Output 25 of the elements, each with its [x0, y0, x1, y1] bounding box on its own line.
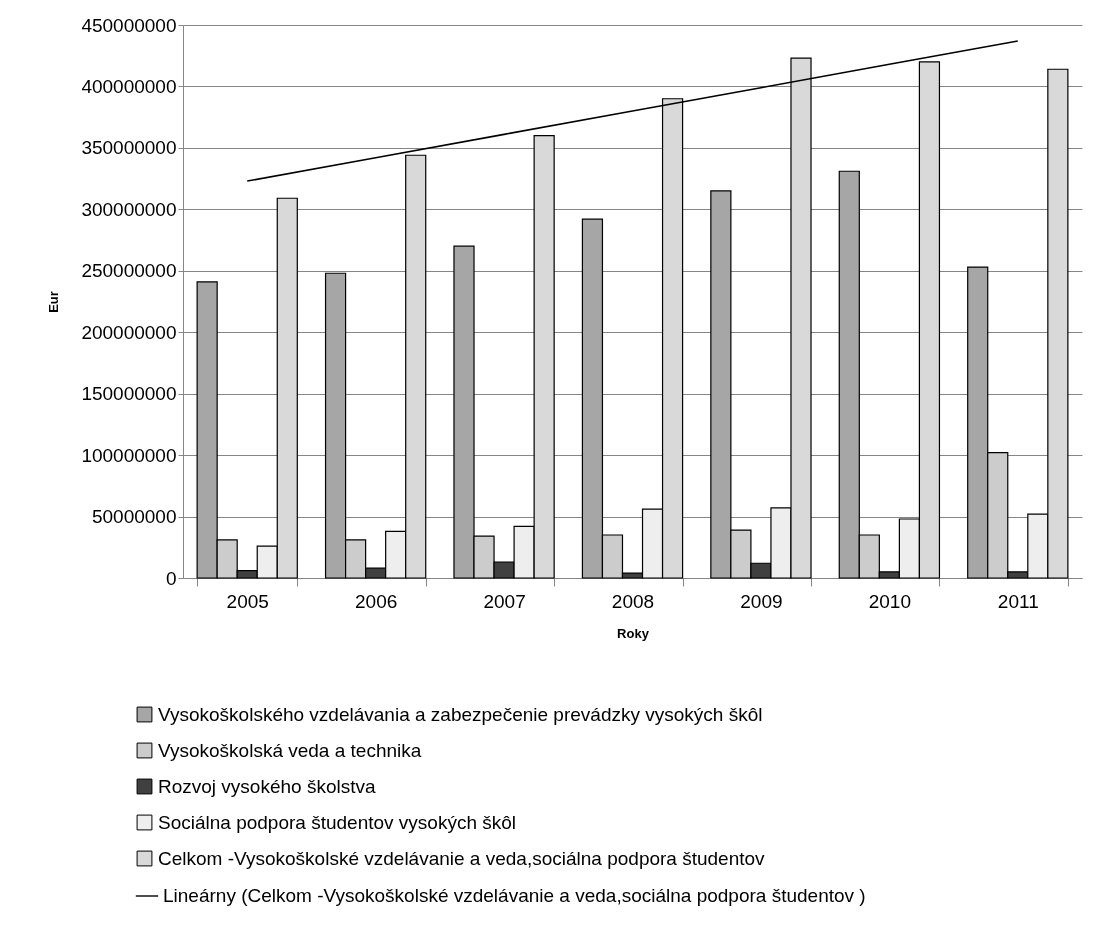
legend-label: Vysokoškolského vzdelávania a zabezpečenie prevádzky vysokých škôl	[158, 703, 763, 725]
x-tick-label: 2011	[997, 590, 1039, 612]
y-tick-label: 300000000	[81, 198, 177, 220]
y-tick-label: 400000000	[81, 75, 177, 97]
legend-label: Vysokoškolská veda a technika	[158, 739, 422, 761]
legend-label: Lineárny (Celkom -Vysokoškolské vzdelávanie a veda,sociálna podpora študentov )	[163, 885, 866, 906]
y-tick-label: 0	[165, 567, 177, 589]
y-tick-label: 450000000	[81, 14, 177, 36]
x-tick-label: 2008	[611, 590, 655, 612]
y-tick-label: 350000000	[81, 137, 177, 159]
legend-label: Rozvoj vysokého školstva	[158, 775, 376, 797]
y-tick-label: 150000000	[81, 383, 177, 405]
x-tick-label: 2006	[355, 590, 398, 612]
y-tick-label: 100000000	[81, 444, 177, 466]
y-tick-label: 50000000	[91, 506, 177, 528]
y-tick-label: 250000000	[81, 260, 177, 282]
y-axis-title: Eur	[46, 291, 62, 313]
legend-label: Celkom -Vysokoškolské vzdelávanie a veda,sociálna podpora študentov	[158, 847, 766, 869]
x-tick-label: 2007	[483, 590, 526, 612]
x-axis-title: Roky	[617, 625, 650, 641]
x-tick-label: 2009	[740, 590, 783, 612]
x-tick-label: 2010	[868, 590, 911, 612]
y-tick-label: 200000000	[81, 321, 177, 343]
legend-label: Sociálna podpora študentov vysokých škôl	[158, 811, 517, 833]
x-tick-label: 2005	[226, 590, 269, 612]
